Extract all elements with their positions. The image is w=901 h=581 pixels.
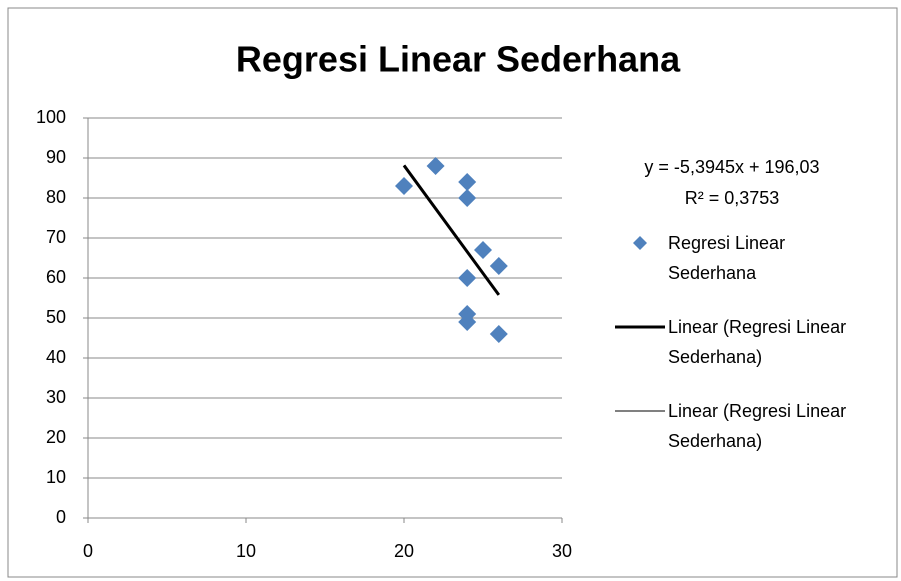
y-tick-label: 10 [46,467,66,487]
equation: y = -5,3945x + 196,03 [644,157,819,177]
y-tick-label: 100 [36,107,66,127]
y-tick-label: 0 [56,507,66,527]
legend-label: Linear (Regresi Linear Sederhana) [668,401,847,451]
x-tick-label: 30 [552,541,572,561]
point [458,189,477,207]
point [426,157,445,175]
point [458,313,477,331]
y-tick-label: 20 [46,427,66,447]
legend-label: Regresi Linear Sederhana [668,233,786,283]
point [489,325,508,343]
point [474,241,492,259]
legend-marker [633,236,647,250]
y-tick-label: 70 [46,227,66,247]
point [395,177,413,195]
y-tick-label: 30 [46,387,66,407]
y-tick-label: 60 [46,267,66,287]
chart-title: Regresi Linear Sederhana [236,39,681,80]
chart-border [7,7,898,578]
y-tick-label: 80 [46,187,66,207]
y-tick-label: 90 [46,147,66,167]
legend-label: Linear (Regresi Linear Sederhana) [668,317,847,367]
trendline [403,165,500,296]
x-tick-label: 0 [83,541,93,561]
point [489,257,508,275]
point [458,269,477,287]
x-tick-label: 10 [236,541,256,561]
y-tick-label: 40 [46,347,66,367]
y-tick-label: 50 [46,307,66,327]
x-tick-label: 20 [394,541,414,561]
r-squared: R² = 0,3753 [685,188,780,208]
point [458,173,477,191]
